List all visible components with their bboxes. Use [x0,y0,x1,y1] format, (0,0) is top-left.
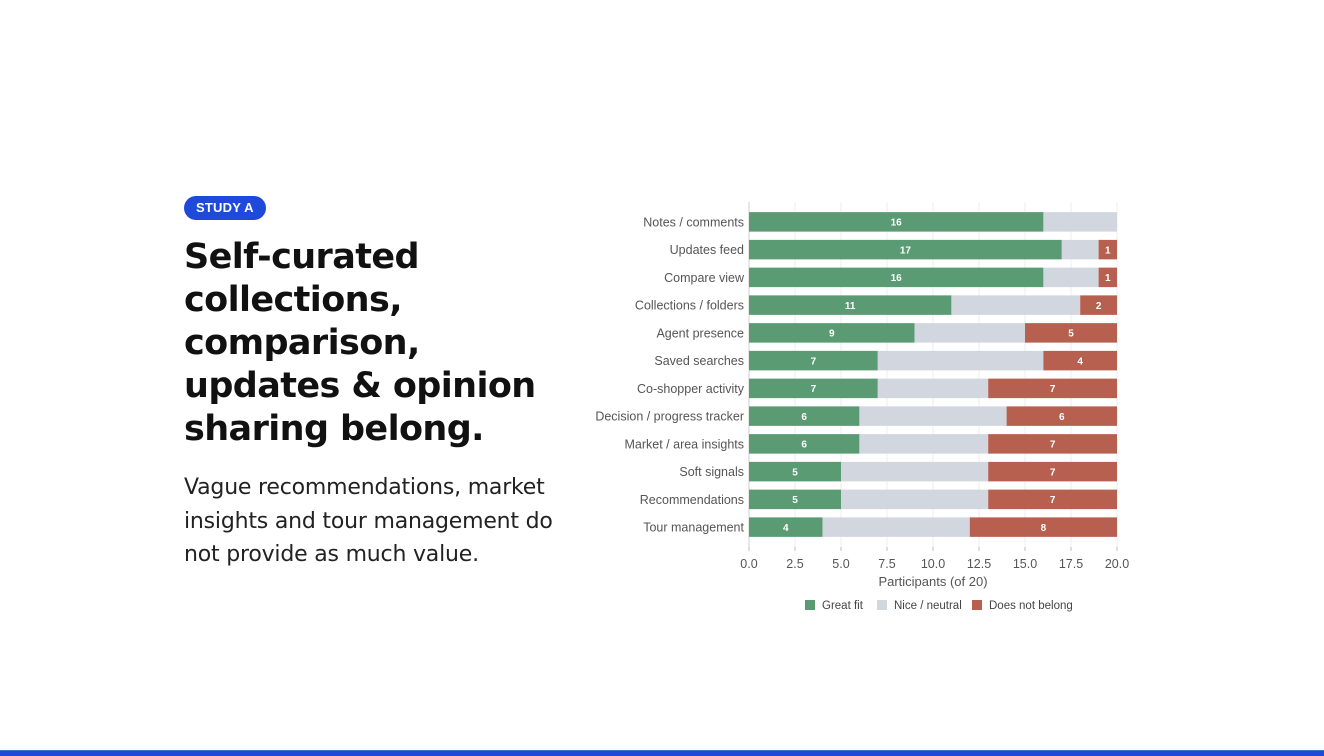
bar-segment-does-not-belong [1098,239,1117,260]
data-label: 2 [1096,301,1102,312]
x-tick-label: 15.0 [1013,557,1037,571]
x-tick-label: 5.0 [832,557,849,571]
bar-segment-does-not-belong [969,517,1117,537]
x-tick-label: 12.5 [967,557,991,571]
x-tick-label: 2.5 [786,557,803,571]
bar-segment-does-not-belong [988,489,1117,510]
bar-segment-great-fit [749,267,1044,288]
bar-segment-great-fit [749,378,878,399]
bar-segment-does-not-belong [988,434,1117,454]
data-label: 6 [1059,412,1065,423]
bar-segment-nice-neutral [841,461,989,482]
data-label: 6 [801,440,807,451]
data-label: 7 [811,384,817,395]
bar-segment-nice-neutral [859,406,1007,426]
bottom-accent-line [0,750,1324,751]
bar-segment-nice-neutral [1061,239,1099,260]
study-badge: STUDY A [184,196,266,220]
bar-segment-great-fit [749,212,1044,232]
bar-segment-great-fit [749,406,860,426]
bar-segment-nice-neutral [1043,267,1099,288]
bar-segment-great-fit [749,239,1062,260]
bottom-accent-bar [0,751,1324,756]
bar-segment-great-fit [749,489,841,510]
bar-segment-nice-neutral [951,295,1081,315]
y-tick-label: Market / area insights [625,437,745,451]
y-tick-label: Collections / folders [635,299,744,313]
data-label: 7 [1050,495,1056,506]
data-label: 5 [792,467,798,478]
bar-segment-nice-neutral [1043,212,1117,232]
y-tick-label: Agent presence [656,326,744,340]
bar-segment-great-fit [749,434,860,454]
x-tick-label: 0.0 [740,557,757,571]
bar-segment-nice-neutral [877,350,1044,371]
bar-segment-great-fit [749,323,915,343]
bar-segment-nice-neutral [841,489,989,510]
data-label: 4 [783,523,789,534]
y-tick-label: Tour management [643,521,744,535]
bar-segment-does-not-belong [988,378,1117,399]
data-label: 8 [1041,523,1047,534]
data-label: 1 [1105,273,1111,284]
bar-segment-great-fit [749,350,878,371]
y-tick-label: Soft signals [679,465,744,479]
data-label: 11 [845,301,856,312]
data-label: 7 [1050,467,1056,478]
data-label: 5 [1068,329,1074,340]
headline: Self-curated collections, comparison, up… [184,237,536,449]
data-label: 7 [1050,384,1056,395]
data-label: 16 [891,273,903,284]
y-tick-label: Co-shopper activity [637,382,745,396]
x-tick-label: 7.5 [878,557,895,571]
legend-label: Nice / neutral [894,600,962,612]
data-label: 9 [829,329,835,340]
bar-segment-nice-neutral [859,434,989,454]
bar-segment-nice-neutral [877,378,989,399]
legend-swatch [972,600,982,610]
x-axis-label: Participants (of 20) [878,574,987,589]
bar-segment-does-not-belong [988,461,1117,482]
data-label: 4 [1077,356,1083,367]
data-label: 6 [801,412,807,423]
body-text: Vague recommendations, market insights a… [184,475,553,567]
bar-segment-nice-neutral [822,517,970,537]
legend-swatch [877,600,887,610]
bar-segment-does-not-belong [1043,350,1117,371]
x-tick-label: 20.0 [1105,557,1129,571]
data-label: 7 [811,356,817,367]
bar-segment-great-fit [749,517,823,537]
data-label: 5 [792,495,798,506]
bar-segment-does-not-belong [1025,323,1117,343]
legend-label: Does not belong [989,600,1073,612]
x-tick-label: 10.0 [921,557,945,571]
data-label: 1 [1105,245,1111,256]
bar-segment-nice-neutral [914,323,1025,343]
data-label: 7 [1050,440,1056,451]
y-tick-label: Decision / progress tracker [595,410,744,424]
y-tick-label: Updates feed [670,243,744,257]
legend-label: Great fit [822,600,864,612]
y-tick-label: Notes / comments [643,215,744,229]
bar-segment-does-not-belong [1006,406,1117,426]
data-label: 17 [900,245,912,256]
data-label: 16 [891,218,903,229]
y-tick-label: Recommendations [640,493,744,507]
legend-swatch [805,600,815,610]
bar-segment-does-not-belong [1080,295,1117,315]
x-tick-label: 17.5 [1059,557,1083,571]
y-tick-label: Saved searches [654,354,744,368]
bar-segment-great-fit [749,461,841,482]
bar-segment-does-not-belong [1098,267,1117,288]
bar-segment-great-fit [749,295,952,315]
y-tick-label: Compare view [664,271,745,285]
